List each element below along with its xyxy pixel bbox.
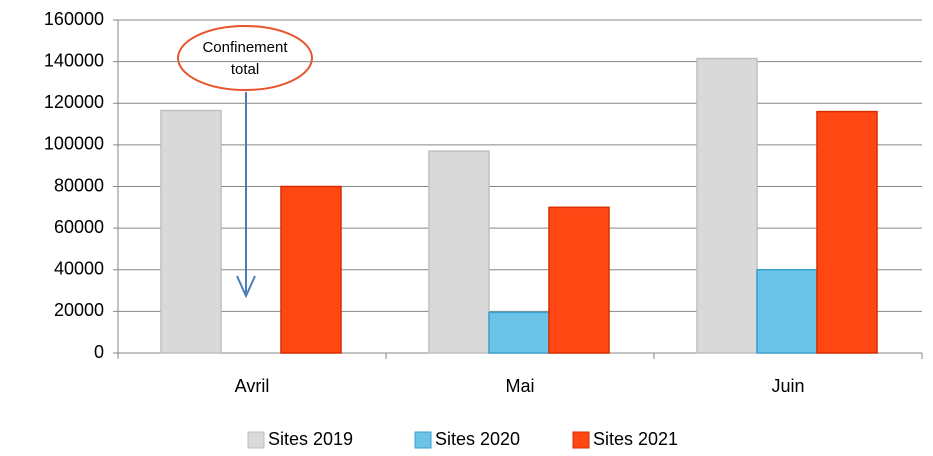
legend-label: Sites 2020 bbox=[435, 429, 520, 449]
bar bbox=[428, 150, 490, 354]
legend-swatch bbox=[247, 431, 265, 449]
bar bbox=[696, 57, 758, 354]
legend-swatch bbox=[572, 431, 590, 449]
annotation-text: Confinement bbox=[202, 39, 288, 56]
y-tick-label: 120000 bbox=[44, 92, 104, 112]
y-tick-label: 100000 bbox=[44, 134, 104, 154]
legend-label: Sites 2021 bbox=[593, 429, 678, 449]
annotation-arrowhead bbox=[236, 275, 256, 299]
y-tick-label: 160000 bbox=[44, 9, 104, 29]
bar bbox=[548, 206, 610, 354]
y-tick-label: 20000 bbox=[54, 300, 104, 320]
bar bbox=[280, 185, 342, 354]
bar bbox=[160, 109, 222, 354]
y-tick-label: 40000 bbox=[54, 259, 104, 279]
y-tick-label: 60000 bbox=[54, 217, 104, 237]
y-tick-label: 80000 bbox=[54, 175, 104, 195]
y-tick-label: 0 bbox=[94, 342, 104, 362]
x-tick-label: Juin bbox=[771, 376, 804, 396]
annotation-text: total bbox=[231, 61, 259, 78]
y-tick-label: 140000 bbox=[44, 50, 104, 70]
x-tick-label: Avril bbox=[235, 376, 270, 396]
legend-label: Sites 2019 bbox=[268, 429, 353, 449]
x-tick-label: Mai bbox=[505, 376, 534, 396]
bar bbox=[816, 110, 878, 354]
annotation-ellipse bbox=[177, 25, 313, 91]
bar bbox=[488, 311, 550, 354]
legend-swatch bbox=[414, 431, 432, 449]
bar bbox=[756, 269, 818, 354]
